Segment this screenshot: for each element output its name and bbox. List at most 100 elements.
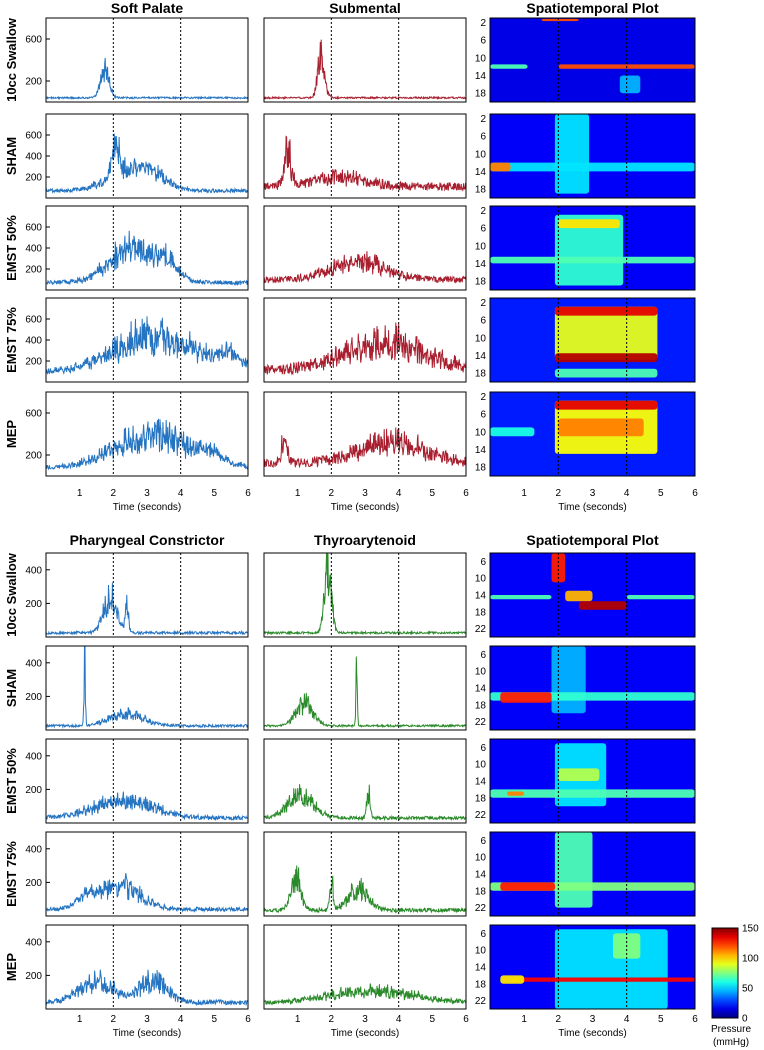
axes-bottom-r3-c1 bbox=[45, 738, 249, 824]
column-title-top-1: Soft Palate bbox=[111, 0, 184, 16]
heatmap-top-r3 bbox=[490, 206, 695, 290]
trace-line-bottom-r1-c2 bbox=[263, 553, 467, 636]
trace-line-bottom-r3-c1 bbox=[45, 791, 249, 822]
sensor-tick-bottom-r4-1: 6 bbox=[480, 836, 486, 847]
trace-line-bottom-r5-c1 bbox=[45, 969, 249, 1007]
ytick-label-bottom-r5-1: 200 bbox=[25, 971, 42, 982]
axes-top-r1-c1 bbox=[45, 17, 249, 103]
sensor-tick-bottom-r5-5: 22 bbox=[475, 996, 487, 1007]
heatmap-band-3 bbox=[558, 418, 644, 437]
trace-line-top-r3-c1 bbox=[45, 230, 249, 287]
heatmap-bottom-r5 bbox=[490, 925, 695, 1009]
heatmap-band-3 bbox=[578, 601, 627, 610]
sensor-tick-bottom-r5-2: 10 bbox=[475, 946, 487, 957]
heatmap-band-2 bbox=[554, 306, 658, 316]
row-label-bottom-4: EMST 75% bbox=[4, 841, 19, 907]
xtick-label-bottom-c1-5: 5 bbox=[212, 1014, 218, 1025]
axes-top-r4-c2 bbox=[263, 297, 467, 383]
axes-bottom-r2-c2 bbox=[263, 645, 467, 731]
axes-heatmap-top-r4 bbox=[489, 297, 696, 383]
sensor-tick-top-r4-4: 14 bbox=[475, 351, 487, 362]
ytick-label-top-r3-2: 400 bbox=[25, 244, 42, 255]
sensor-tick-top-r2-5: 18 bbox=[475, 185, 487, 196]
sensor-tick-bottom-r1-4: 18 bbox=[475, 607, 487, 618]
heatmap-band-4 bbox=[554, 368, 658, 378]
heatmap-band-4 bbox=[500, 975, 525, 984]
ytick-label-top-r4-3: 600 bbox=[25, 315, 42, 326]
xtick-label-top-c3-5: 5 bbox=[658, 488, 664, 499]
x-axis-label-top-c2: Time (seconds) bbox=[331, 502, 400, 513]
row-label-bottom-3: EMST 50% bbox=[4, 748, 19, 814]
axes-heatmap-top-r2 bbox=[489, 113, 696, 199]
axes-heatmap-top-r5 bbox=[489, 391, 696, 477]
axes-top-r3-c1 bbox=[45, 205, 249, 291]
xtick-label-top-c2-2: 2 bbox=[329, 488, 335, 499]
heatmap-band-2 bbox=[558, 219, 620, 229]
heatmap-band-4 bbox=[558, 768, 600, 781]
xtick-label-top-c2-6: 6 bbox=[463, 488, 469, 499]
xtick-label-top-c1-5: 5 bbox=[212, 488, 218, 499]
ytick-label-bottom-r2-2: 400 bbox=[25, 658, 42, 669]
heatmap-band-2 bbox=[510, 977, 695, 982]
row-label-bottom-2: SHAM bbox=[4, 669, 19, 707]
ytick-label-bottom-r1-1: 200 bbox=[25, 599, 42, 610]
trace-line-top-r5-c1 bbox=[45, 418, 249, 471]
axes-bottom-r4-c2 bbox=[263, 831, 467, 917]
axes-bottom-r5-c2 bbox=[263, 924, 467, 1010]
row-label-top-3: EMST 50% bbox=[4, 215, 19, 281]
sensor-tick-top-r1-1: 2 bbox=[480, 18, 486, 29]
heatmap-band-3 bbox=[507, 791, 525, 796]
heatmap-bottom-r2 bbox=[490, 646, 695, 730]
trace-line-bottom-r2-c2 bbox=[263, 656, 467, 729]
heatmap-band-2 bbox=[565, 590, 593, 602]
axes-bottom-r5-c1 bbox=[45, 924, 249, 1010]
sensor-tick-top-r4-5: 18 bbox=[475, 369, 487, 380]
ytick-label-top-r4-2: 400 bbox=[25, 336, 42, 347]
sensor-tick-bottom-r3-2: 10 bbox=[475, 760, 487, 771]
xtick-label-top-c2-1: 1 bbox=[295, 488, 301, 499]
sensor-tick-top-r4-1: 2 bbox=[480, 298, 486, 309]
xtick-label-top-c1-2: 2 bbox=[111, 488, 117, 499]
axes-top-r3-c2 bbox=[263, 205, 467, 291]
sensor-tick-bottom-r3-3: 14 bbox=[475, 777, 487, 788]
colorbar-tick-1: 0 bbox=[742, 1014, 748, 1025]
heatmap-background bbox=[490, 18, 695, 102]
ytick-label-top-r3-1: 200 bbox=[25, 265, 42, 276]
colorbar-tick-3: 100 bbox=[742, 954, 759, 965]
heatmap-top-r4 bbox=[490, 298, 695, 382]
xtick-label-top-c3-2: 2 bbox=[556, 488, 562, 499]
sensor-tick-bottom-r1-2: 10 bbox=[475, 574, 487, 585]
heatmap-band-4 bbox=[490, 427, 535, 437]
trace-line-bottom-r3-c2 bbox=[263, 784, 467, 822]
trace-line-bottom-r5-c2 bbox=[263, 983, 467, 1006]
ytick-label-top-r1-2: 600 bbox=[25, 35, 42, 46]
ytick-label-bottom-r5-2: 400 bbox=[25, 937, 42, 948]
sensor-tick-top-r2-4: 14 bbox=[475, 167, 487, 178]
column-title-bottom-2: Thyroarytenoid bbox=[314, 532, 416, 548]
heatmap-bottom-r4 bbox=[490, 832, 695, 916]
trace-line-top-r5-c2 bbox=[263, 427, 467, 469]
heatmap-band-4 bbox=[619, 75, 641, 94]
colorbar bbox=[711, 927, 739, 1019]
trace-line-bottom-r4-c2 bbox=[263, 865, 467, 914]
xtick-label-bottom-c3-5: 5 bbox=[658, 1014, 664, 1025]
sensor-tick-top-r3-2: 6 bbox=[480, 224, 486, 235]
row-label-top-5: MEP bbox=[4, 420, 19, 449]
xtick-label-top-c3-1: 1 bbox=[521, 488, 527, 499]
axes-top-r1-c2 bbox=[263, 17, 467, 103]
xtick-label-top-c2-3: 3 bbox=[362, 488, 368, 499]
heatmap-band-2 bbox=[490, 162, 695, 172]
sensor-tick-bottom-r1-5: 22 bbox=[475, 624, 487, 635]
axes-heatmap-bottom-r3 bbox=[489, 738, 696, 824]
heatmap-band-5 bbox=[626, 595, 695, 600]
heatmap-band-1 bbox=[554, 306, 658, 360]
heatmap-bottom-r3 bbox=[490, 739, 695, 823]
ytick-label-top-r2-3: 600 bbox=[25, 131, 42, 142]
axes-top-r2-c2 bbox=[263, 113, 467, 199]
x-axis-label-bottom-c2: Time (seconds) bbox=[331, 1028, 400, 1039]
xtick-label-bottom-c1-3: 3 bbox=[144, 1014, 150, 1025]
ytick-label-top-r3-3: 600 bbox=[25, 223, 42, 234]
sensor-tick-bottom-r4-5: 22 bbox=[475, 903, 487, 914]
sensor-tick-top-r3-3: 10 bbox=[475, 241, 487, 252]
xtick-label-top-c3-6: 6 bbox=[692, 488, 698, 499]
